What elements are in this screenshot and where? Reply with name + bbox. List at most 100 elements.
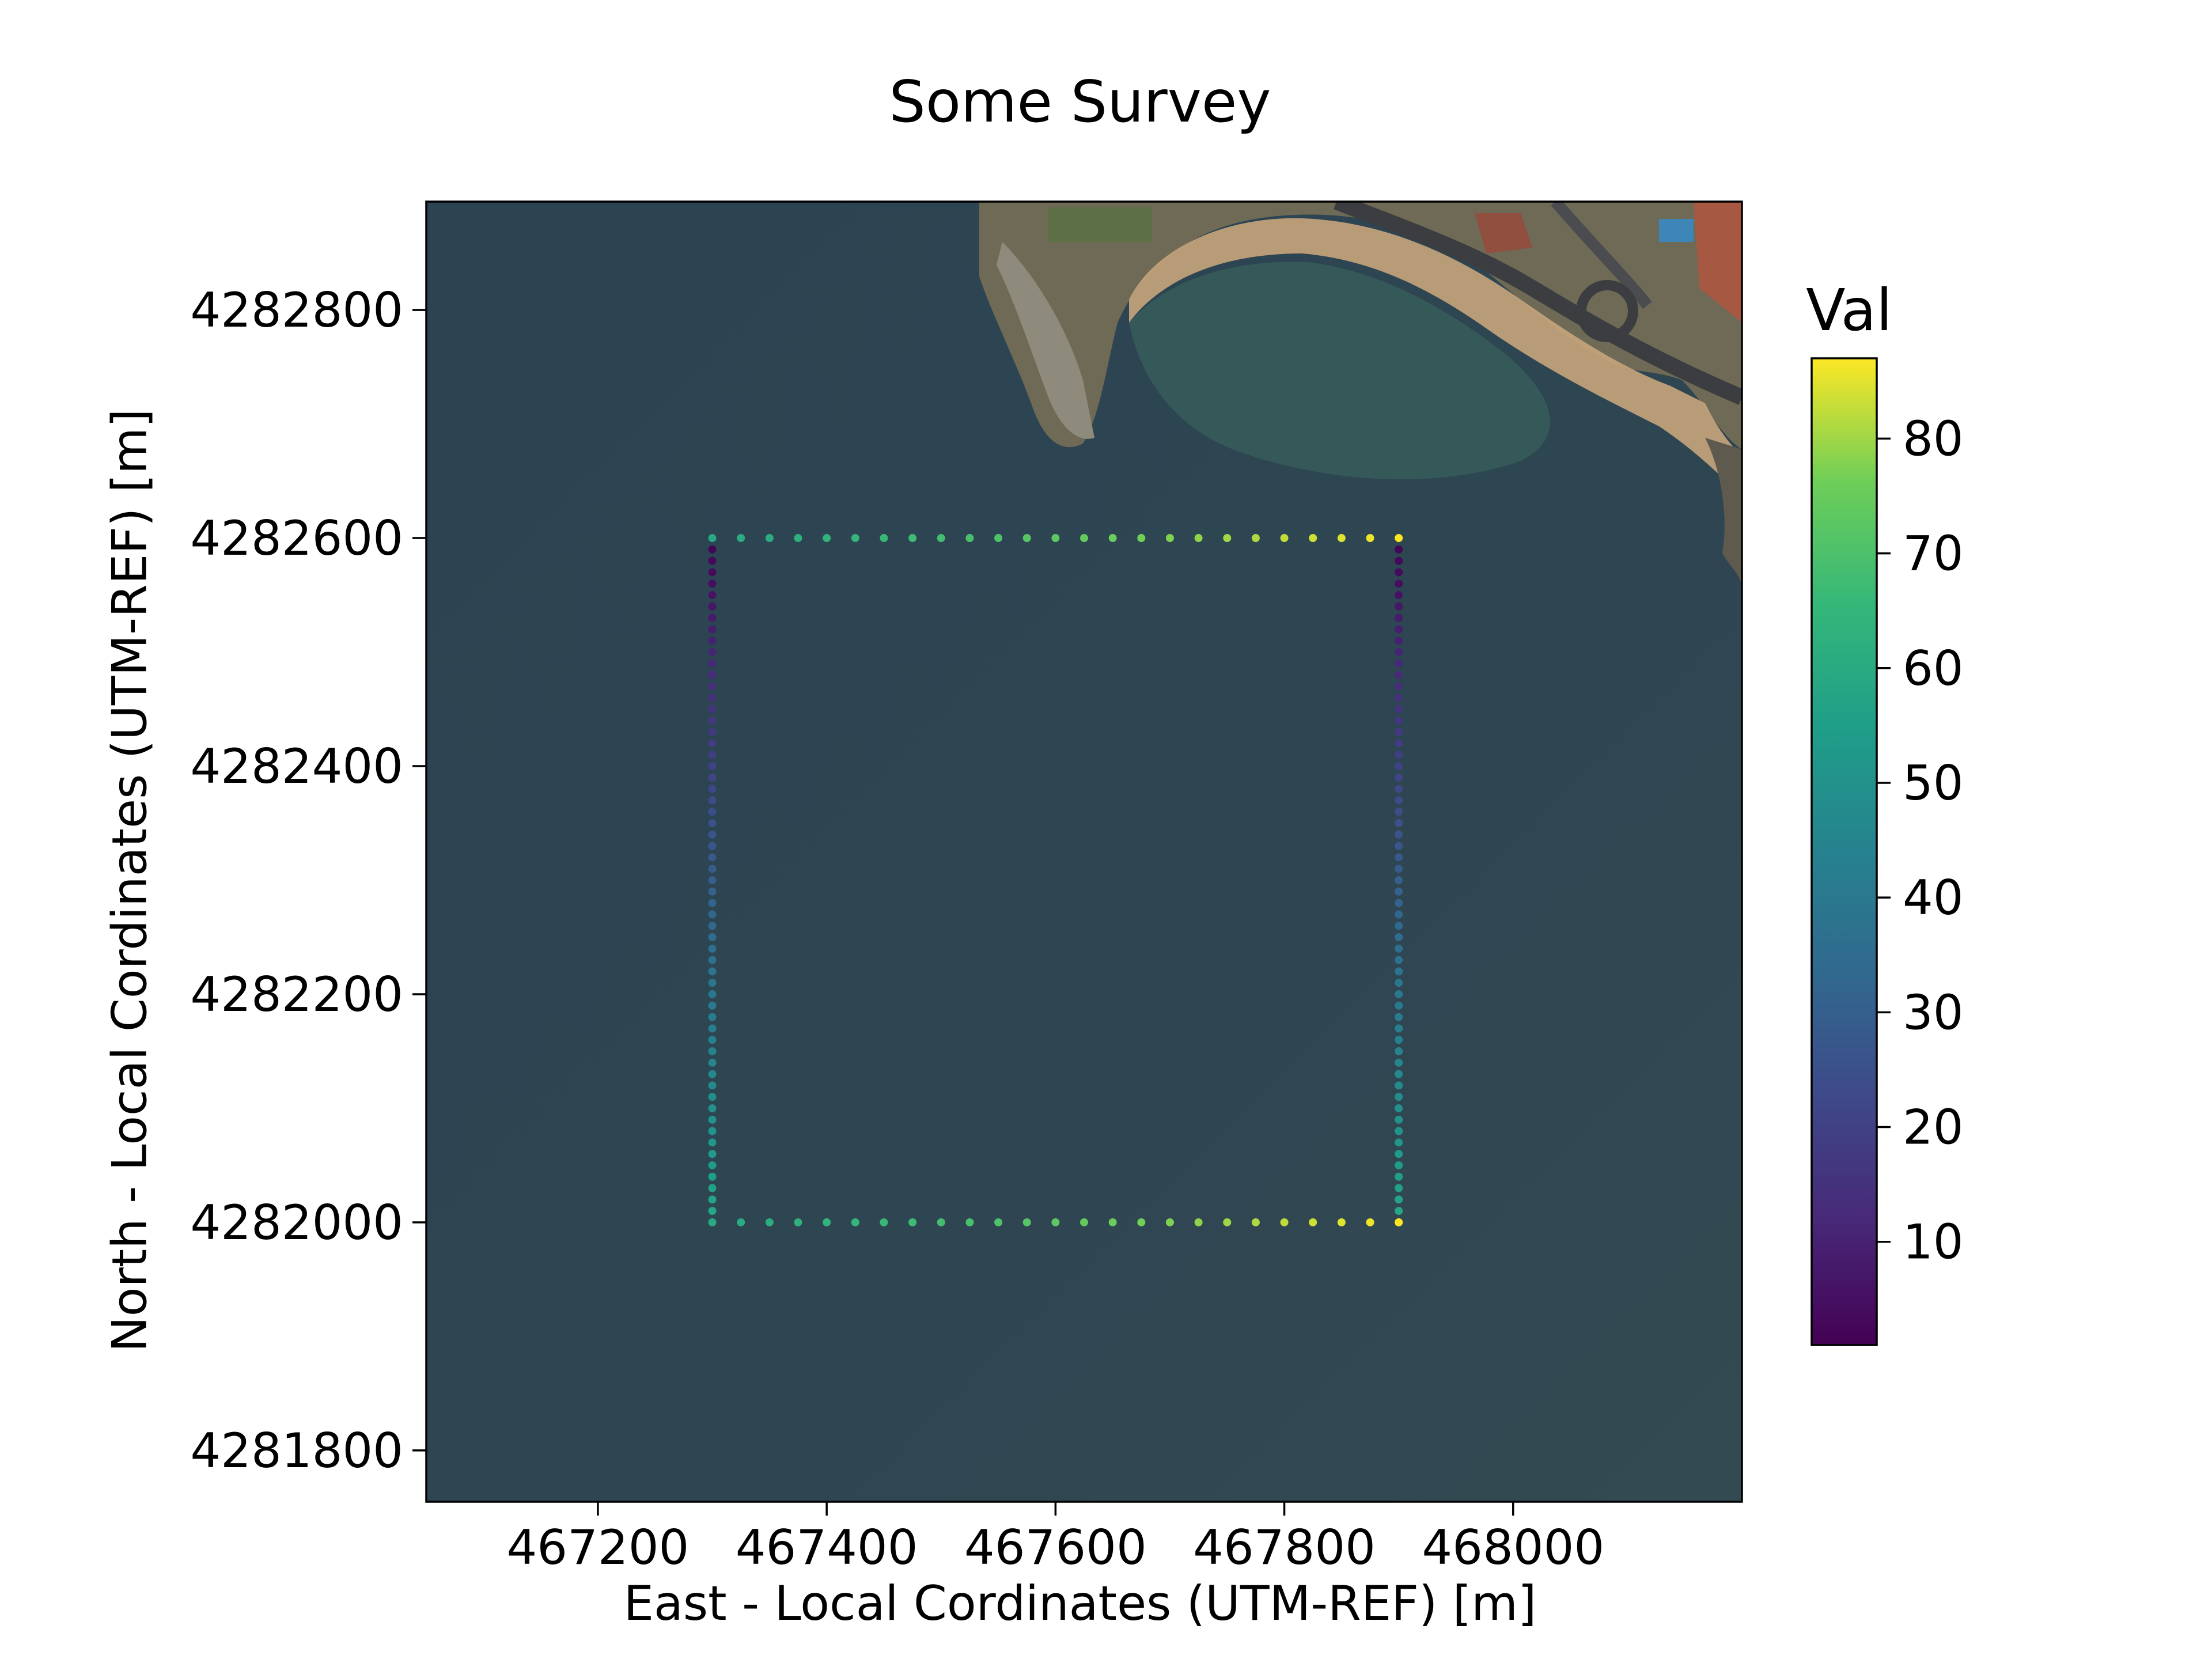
data-point bbox=[1395, 637, 1403, 645]
data-point bbox=[1395, 716, 1403, 725]
data-point bbox=[708, 933, 717, 941]
x-tick-label: 467400 bbox=[736, 1520, 918, 1575]
data-point bbox=[1395, 613, 1403, 622]
scatter-points bbox=[708, 534, 1403, 1226]
data-point bbox=[708, 1047, 717, 1055]
data-point bbox=[708, 1172, 717, 1181]
data-point bbox=[708, 1036, 717, 1044]
data-point bbox=[1108, 534, 1117, 543]
x-axis-label: East - Local Cordinates (UTM-REF) [m] bbox=[623, 1575, 1537, 1631]
data-point bbox=[1395, 556, 1403, 565]
colorbar-tick-label: 80 bbox=[1903, 411, 1964, 467]
data-point bbox=[1395, 967, 1403, 976]
data-point bbox=[708, 762, 717, 771]
data-point bbox=[994, 1218, 1003, 1226]
data-point bbox=[1395, 1115, 1403, 1124]
data-point bbox=[708, 1218, 717, 1226]
data-point bbox=[708, 682, 717, 691]
data-point bbox=[1395, 819, 1403, 828]
data-point bbox=[1395, 1081, 1403, 1090]
data-point bbox=[1395, 625, 1403, 634]
data-point bbox=[1309, 534, 1317, 543]
data-point bbox=[708, 602, 717, 611]
data-point bbox=[708, 785, 717, 793]
data-point bbox=[1280, 534, 1289, 543]
data-point bbox=[1395, 910, 1403, 919]
data-point bbox=[708, 819, 717, 828]
data-point bbox=[1395, 944, 1403, 953]
data-point bbox=[708, 990, 717, 998]
data-point bbox=[737, 1218, 745, 1226]
data-point bbox=[1395, 773, 1403, 782]
y-tick-label: 4282400 bbox=[190, 738, 403, 794]
y-tick-label: 4282800 bbox=[190, 282, 403, 338]
data-point bbox=[1395, 979, 1403, 987]
data-point bbox=[708, 887, 717, 896]
data-point bbox=[1395, 899, 1403, 907]
colorbar-tick-label: 60 bbox=[1903, 641, 1964, 696]
data-point bbox=[708, 910, 717, 919]
data-point bbox=[708, 773, 717, 782]
data-point bbox=[1395, 659, 1403, 668]
data-point bbox=[737, 534, 745, 543]
data-point bbox=[708, 979, 717, 987]
y-tick-label: 4281800 bbox=[190, 1423, 403, 1479]
data-point bbox=[1080, 534, 1088, 543]
data-point bbox=[1165, 534, 1174, 543]
data-point bbox=[1395, 956, 1403, 964]
data-point bbox=[1395, 1001, 1403, 1010]
data-point bbox=[1395, 1172, 1403, 1181]
data-point bbox=[708, 556, 717, 565]
data-point bbox=[708, 1127, 717, 1135]
data-point bbox=[1137, 534, 1146, 543]
data-point bbox=[708, 842, 717, 850]
data-point bbox=[1309, 1218, 1317, 1226]
y-tick-label: 4282000 bbox=[190, 1195, 403, 1251]
data-point bbox=[708, 808, 717, 816]
data-point bbox=[823, 1218, 831, 1226]
data-point bbox=[937, 1218, 945, 1226]
data-point bbox=[1395, 602, 1403, 611]
data-point bbox=[1395, 865, 1403, 873]
data-point bbox=[1395, 1184, 1403, 1192]
chart-title: Some Survey bbox=[889, 68, 1271, 135]
data-point bbox=[880, 1218, 888, 1226]
data-point bbox=[1395, 545, 1403, 554]
satellite-background bbox=[426, 202, 1742, 1502]
data-point bbox=[1395, 876, 1403, 884]
data-point bbox=[1366, 534, 1374, 543]
data-point bbox=[908, 534, 917, 543]
data-point bbox=[1395, 1047, 1403, 1055]
data-point bbox=[1395, 830, 1403, 839]
data-point bbox=[708, 637, 717, 645]
data-point bbox=[1395, 1127, 1403, 1135]
data-point bbox=[1395, 1024, 1403, 1033]
data-point bbox=[1395, 568, 1403, 577]
data-point bbox=[1395, 853, 1403, 862]
data-point bbox=[708, 967, 717, 976]
data-point bbox=[1395, 1150, 1403, 1158]
data-point bbox=[1022, 534, 1031, 543]
plot-frame bbox=[425, 200, 1743, 1503]
data-point bbox=[765, 1218, 774, 1226]
data-point bbox=[1395, 1104, 1403, 1112]
colorbar-label: Val bbox=[1806, 276, 1892, 344]
data-point bbox=[994, 534, 1003, 543]
data-point bbox=[708, 739, 717, 748]
data-point bbox=[1395, 1195, 1403, 1204]
data-point bbox=[708, 545, 717, 554]
data-point bbox=[1395, 682, 1403, 691]
data-point bbox=[1137, 1218, 1146, 1226]
data-point bbox=[908, 1218, 917, 1226]
data-point bbox=[708, 568, 717, 577]
data-point bbox=[1395, 808, 1403, 816]
data-point bbox=[937, 534, 945, 543]
colorbar-tick-label: 20 bbox=[1903, 1100, 1964, 1156]
data-point bbox=[1395, 705, 1403, 714]
data-point bbox=[1108, 1218, 1117, 1226]
x-tick-label: 468000 bbox=[1422, 1520, 1604, 1575]
data-point bbox=[794, 1218, 802, 1226]
data-point bbox=[1395, 1161, 1403, 1169]
data-point bbox=[708, 956, 717, 964]
colorbar bbox=[1810, 357, 1878, 1346]
